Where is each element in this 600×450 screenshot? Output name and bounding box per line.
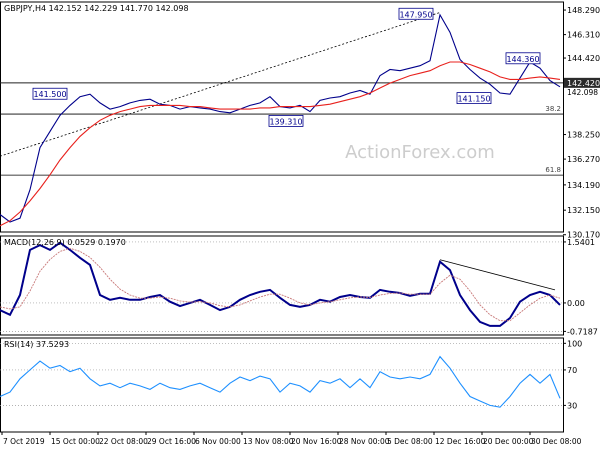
trend-line — [0, 12, 441, 157]
y-tick-label: 70 — [567, 366, 577, 375]
fib-label: 61.8 — [545, 166, 561, 174]
panel-title: RSI(14) 37.5293 — [4, 340, 69, 349]
x-tick-label: 13 Nov 08:00 — [243, 437, 294, 446]
series-line — [0, 61, 561, 227]
y-tick-label: 30 — [567, 401, 577, 410]
y-tick-label: 1.5401 — [567, 238, 595, 247]
x-tick-label: 5 Dec 08:00 — [387, 437, 433, 446]
x-tick-label: 12 Dec 16:00 — [435, 437, 486, 446]
trend-line — [439, 259, 556, 291]
panel-frame — [0, 337, 564, 433]
series-line — [0, 241, 561, 327]
series-line — [0, 355, 561, 408]
price-annotation: 144.360 — [506, 55, 539, 64]
y-tick-label: 134.190 — [567, 181, 600, 190]
current-price: 142.098 — [567, 88, 598, 97]
x-tick-label: 28 Nov 00:00 — [339, 437, 390, 446]
panel-frame — [0, 1, 564, 233]
x-tick-label: 20 Dec 00:00 — [483, 437, 534, 446]
y-tick-label: 132.150 — [567, 206, 600, 215]
y-tick-label: 0.00 — [567, 299, 585, 308]
x-tick-label: 20 Nov 16:00 — [291, 437, 342, 446]
level-label: 142.420 — [567, 79, 600, 88]
x-tick-label: 29 Oct 16:00 — [147, 437, 196, 446]
panel-frame — [0, 235, 564, 336]
y-tick-label: 146.310 — [567, 31, 600, 40]
y-tick-label: 148.290 — [567, 6, 600, 15]
x-tick-label: 7 Oct 2019 — [3, 437, 45, 446]
y-tick-label: 138.250 — [567, 131, 600, 140]
series-line — [0, 247, 561, 322]
price-annotation-box — [268, 115, 304, 127]
y-tick-label: 144.420 — [567, 54, 600, 63]
panel-title: MACD(12,26,9) 0.0529 0.1970 — [4, 238, 126, 247]
y-tick-label: 100 — [567, 339, 582, 348]
price-annotation-box — [505, 52, 541, 65]
panel-title: GBPJPY,H4 142.152 142.229 141.770 142.09… — [4, 4, 189, 13]
price-annotation-box — [398, 7, 434, 20]
y-tick-label: 136.270 — [567, 155, 600, 164]
x-tick-label: 22 Oct 08:00 — [99, 437, 148, 446]
x-tick-label: 15 Oct 00:00 — [51, 437, 100, 446]
y-tick-label: 130.170 — [567, 231, 600, 240]
level-box — [564, 77, 600, 88]
price-annotation: 147.950 — [399, 10, 432, 19]
price-annotation: 141.500 — [33, 90, 66, 99]
price-annotation: 139.310 — [269, 117, 302, 126]
watermark: ActionForex.com — [345, 142, 495, 163]
price-annotation-box — [32, 87, 68, 100]
x-tick-label: 6 Nov 00:00 — [195, 437, 241, 446]
price-annotation-box — [456, 92, 492, 104]
price-annotation: 141.150 — [457, 95, 490, 104]
y-tick-label: -0.7187 — [567, 327, 598, 336]
x-tick-label: 30 Dec 08:00 — [531, 437, 582, 446]
fib-label: 38.2 — [545, 105, 561, 113]
